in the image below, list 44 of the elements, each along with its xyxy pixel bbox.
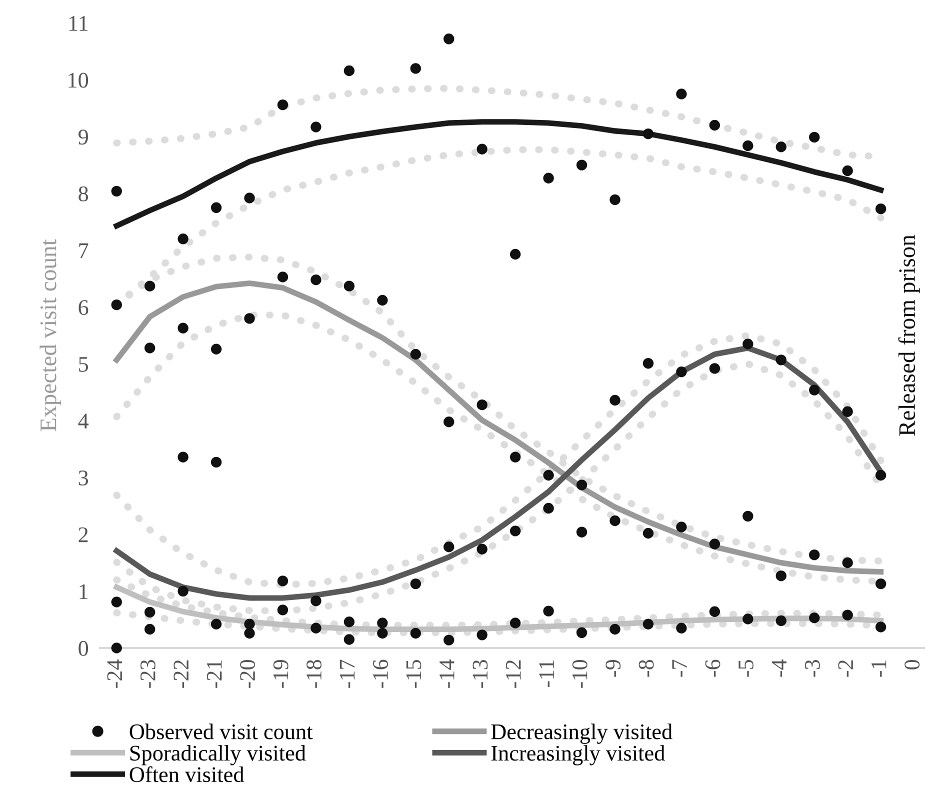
x-tick-label: -18 — [306, 660, 322, 688]
x-tick-label: -15 — [406, 660, 422, 688]
x-tick-label: -7 — [672, 660, 687, 677]
x-tick-label: -9 — [606, 660, 621, 677]
legend-label: Decreasingly visited — [491, 724, 672, 744]
x-tick-label: -21 — [206, 660, 222, 688]
x-tick-label: -17 — [340, 660, 355, 688]
y-axis-title: Expected visit count — [40, 239, 62, 432]
legend-label: Increasingly visited — [491, 745, 665, 766]
x-tick-label: -1 — [871, 660, 886, 677]
y-tick-label: 8 — [78, 186, 88, 202]
legend-label: Sporadically visited — [130, 745, 306, 766]
x-tick-label: -4 — [772, 659, 786, 677]
annotation: Released from prison — [898, 234, 920, 436]
x-tick-label: -10 — [572, 660, 588, 688]
x-tick-label: -2 — [838, 660, 853, 677]
y-tick-label: 2 — [78, 527, 88, 542]
x-tick-label: -6 — [705, 660, 720, 677]
y-tick-label: 5 — [79, 357, 88, 372]
y-tick-label: 11 — [69, 16, 88, 31]
legend-label: Often visited — [130, 766, 244, 782]
x-tick-label: -22 — [174, 660, 188, 688]
y-tick-label: 7 — [79, 243, 88, 258]
x-tick-label: -11 — [539, 660, 554, 688]
x-tick-label: -14 — [440, 659, 454, 688]
x-tick-label: -19 — [273, 660, 288, 688]
y-tick-label: 3 — [78, 470, 88, 486]
x-tick-label: -24 — [107, 659, 122, 688]
x-tick-label: -8 — [638, 660, 654, 677]
y-tick-label: 0 — [78, 640, 88, 656]
x-tick-label: -3 — [804, 660, 820, 677]
y-tick-label: 1 — [80, 584, 88, 599]
y-tick-label: 4 — [78, 414, 89, 428]
x-tick-label: -12 — [506, 660, 521, 688]
x-tick-label: -23 — [140, 660, 156, 688]
y-tick-label: 6 — [78, 300, 88, 316]
x-tick-label: -5 — [738, 660, 754, 677]
y-tick-label: 9 — [78, 130, 88, 145]
x-tick-label: -13 — [472, 660, 488, 688]
y-tick-label: 10 — [68, 72, 88, 88]
legend-label: Observed visit count — [130, 724, 313, 740]
x-tick-label: -20 — [240, 660, 256, 688]
x-tick-label: 0 — [904, 660, 920, 670]
x-tick-label: -16 — [373, 660, 388, 688]
